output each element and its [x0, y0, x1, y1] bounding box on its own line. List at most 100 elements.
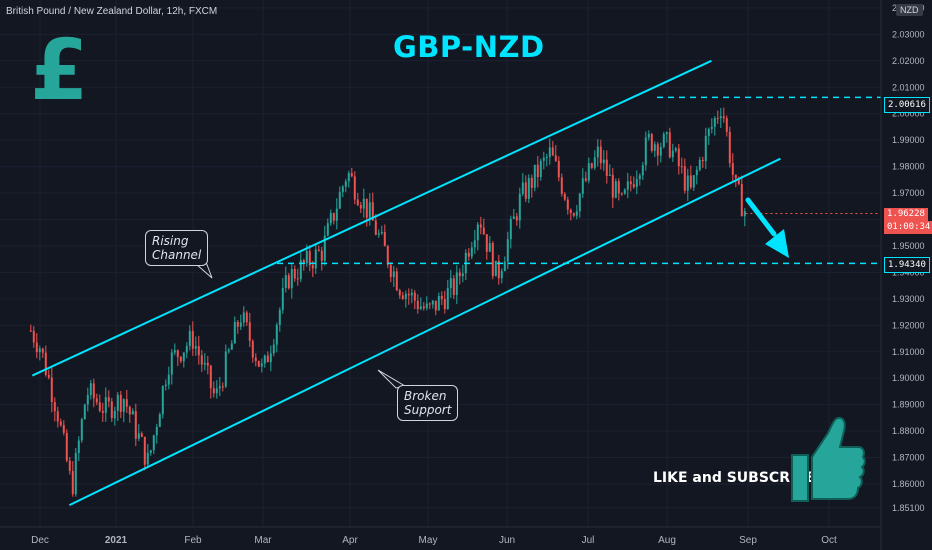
- candle-body: [410, 292, 413, 296]
- candle-body: [161, 386, 164, 415]
- candle-body: [68, 460, 71, 471]
- candle-body: [383, 231, 386, 247]
- candle-body: [317, 249, 320, 251]
- candle-body: [503, 261, 506, 272]
- candle-body: [272, 344, 275, 354]
- y-tick-label: 1.98000: [892, 162, 925, 172]
- time-axis: Dec 2021 Feb Mar Apr May Jun Jul Aug Sep Oct: [0, 526, 881, 546]
- candle-body: [668, 132, 671, 158]
- candle-body: [581, 178, 584, 194]
- candle-body: [587, 163, 590, 181]
- candle-body: [446, 288, 449, 310]
- candle-body: [713, 118, 716, 127]
- x-tick-label: Feb: [184, 535, 202, 546]
- overlays: [31, 59, 881, 507]
- resistance-price-tag: 2.00616: [884, 97, 930, 113]
- chart-title: GBP-NZD: [393, 30, 545, 64]
- candle-body: [677, 148, 680, 167]
- candle-body: [500, 271, 503, 279]
- candle-body: [455, 272, 458, 295]
- candle-body: [176, 350, 179, 357]
- candle-body: [191, 330, 194, 349]
- candle-body: [128, 406, 131, 415]
- x-tick-label: Sep: [739, 535, 757, 546]
- candle-body: [245, 312, 248, 323]
- candle-body: [263, 355, 266, 364]
- candle-body: [296, 278, 299, 280]
- candle-body: [599, 146, 602, 164]
- candle-body: [326, 223, 329, 236]
- y-tick-label: 2.01000: [892, 82, 925, 92]
- candle-body: [125, 399, 128, 407]
- candle-body: [29, 330, 32, 332]
- y-tick-label: 1.85100: [892, 503, 925, 513]
- pound-icon: £: [30, 21, 89, 119]
- candle-body: [566, 199, 569, 210]
- candle-body: [716, 118, 719, 120]
- candle-body: [302, 260, 305, 264]
- candle-body: [332, 213, 335, 221]
- candle-body: [95, 398, 98, 403]
- candle-body: [236, 321, 239, 327]
- candle-body: [62, 425, 65, 433]
- channel-lower-line: [68, 157, 781, 507]
- candle-body: [416, 300, 419, 310]
- candle-body: [449, 278, 452, 289]
- candle-body: [563, 193, 566, 200]
- candle-body: [209, 365, 212, 389]
- candle-body: [200, 355, 203, 365]
- arrow-head: [765, 229, 789, 258]
- candle-body: [305, 250, 308, 264]
- candle-body: [230, 343, 233, 350]
- candle-body: [443, 299, 446, 310]
- candle-body: [152, 435, 155, 451]
- candle-body: [74, 452, 77, 495]
- candle-body: [53, 402, 56, 412]
- candle-body: [521, 182, 524, 194]
- candle-body: [506, 239, 509, 262]
- y-tick-label: 1.86000: [892, 479, 925, 489]
- candle-body: [392, 271, 395, 277]
- candle-body: [104, 397, 107, 413]
- candle-body: [371, 202, 374, 221]
- candle-body: [329, 213, 332, 224]
- candle-body: [80, 419, 83, 441]
- x-tick-label: 2021: [105, 535, 128, 546]
- candle-body: [374, 220, 377, 235]
- candle-body: [281, 288, 284, 310]
- candle-body: [59, 421, 62, 426]
- candle-body: [401, 295, 404, 300]
- candle-body: [689, 175, 692, 188]
- candle-body: [698, 159, 701, 170]
- candle-body: [476, 224, 479, 241]
- candle-body: [488, 243, 491, 252]
- candle-body: [146, 452, 149, 465]
- symbol-header: British Pound / New Zealand Dollar, 12h,…: [6, 6, 218, 17]
- candle-body: [605, 159, 608, 176]
- candle-body: [575, 211, 578, 216]
- candle-body: [557, 160, 560, 178]
- candle-body: [614, 181, 617, 198]
- y-tick-label: 1.99000: [892, 135, 925, 145]
- candle-body: [56, 411, 59, 422]
- candle-body: [527, 177, 530, 199]
- candle-body: [242, 312, 245, 323]
- candle-body: [701, 159, 704, 162]
- candle-body: [380, 231, 383, 234]
- x-tick-label: May: [419, 535, 438, 546]
- candle-body: [548, 147, 551, 157]
- candle-body: [320, 250, 323, 261]
- y-tick-label: 1.87000: [892, 453, 925, 463]
- candle-body: [221, 386, 224, 388]
- candle-body: [344, 181, 347, 187]
- candle-body: [554, 155, 557, 161]
- candle-body: [530, 177, 533, 188]
- y-tick-label: 1.93000: [892, 294, 925, 304]
- candle-body: [692, 175, 695, 188]
- candle-body: [422, 306, 425, 309]
- candle-body: [389, 264, 392, 277]
- candle-body: [77, 440, 80, 453]
- candle-body: [680, 166, 683, 168]
- x-tick-label: Oct: [821, 535, 837, 546]
- candle-body: [173, 350, 176, 353]
